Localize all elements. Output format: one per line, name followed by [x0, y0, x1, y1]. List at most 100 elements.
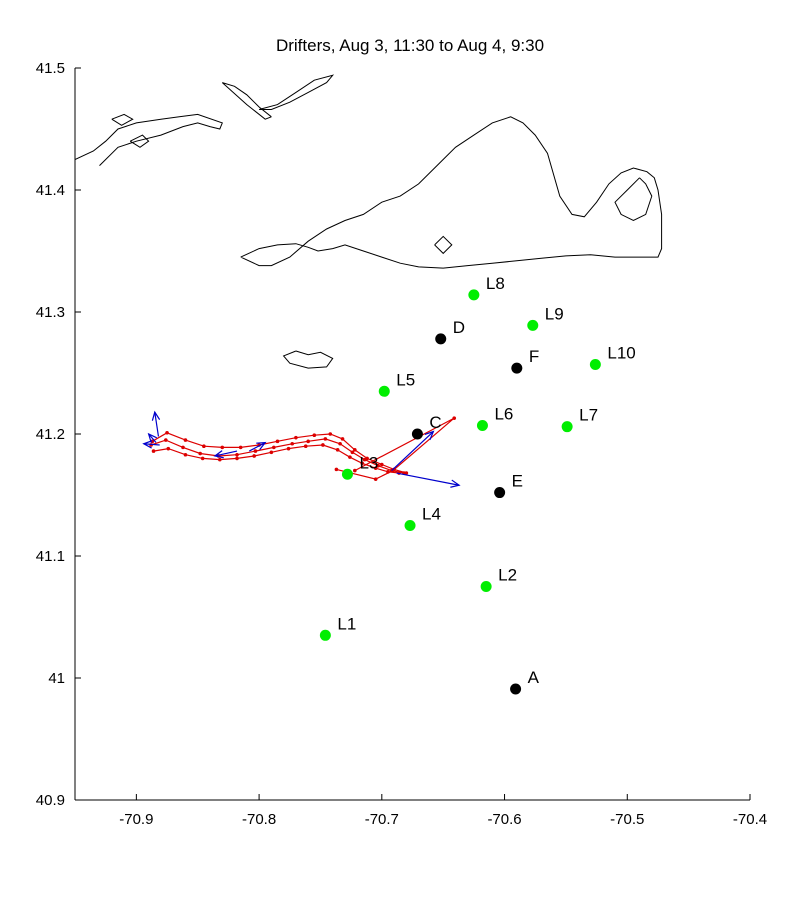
drifter-track-point — [294, 435, 298, 440]
drifter-track-point — [323, 437, 328, 441]
drifter-track-point — [353, 448, 357, 452]
x-tick-label: -70.7 — [365, 811, 399, 828]
drifter-track-point — [340, 437, 345, 441]
velocity-arrow — [154, 411, 160, 437]
station-marker — [510, 683, 522, 695]
drifter-track-point — [269, 450, 274, 455]
station-label: L7 — [579, 406, 598, 425]
drifter-track-point — [290, 441, 295, 446]
station-marker — [378, 385, 390, 397]
station-label: A — [528, 668, 540, 687]
velocity-arrow — [248, 442, 266, 452]
drifter-track-point — [166, 446, 171, 451]
x-tick-label: -70.8 — [242, 811, 276, 828]
x-tick-label: -70.5 — [610, 811, 644, 828]
y-tick-label: 41 — [48, 670, 65, 687]
coastline-segment — [221, 82, 272, 120]
drifter-track-point — [328, 432, 333, 436]
station-label: L10 — [607, 343, 635, 362]
y-tick-label: 40.9 — [36, 792, 65, 809]
station-label: L2 — [498, 566, 517, 585]
station-layer: L1 L2 L3 L4 L5 L6 L7 L8 L9 L10 A C D E F — [319, 274, 636, 695]
velocity-arrow — [148, 433, 157, 443]
station-label: L8 — [486, 274, 505, 293]
coastline-segment — [614, 177, 653, 222]
drifter-track-point — [200, 456, 205, 461]
station-label: L6 — [494, 404, 513, 423]
coastline-segment — [129, 134, 150, 148]
velocity-arrow-head — [213, 450, 224, 459]
station-marker — [589, 358, 601, 370]
coastline-segment — [282, 350, 334, 369]
velocity-arrow-head — [147, 432, 158, 443]
station-marker — [411, 428, 423, 440]
y-tick-label: 41.2 — [36, 426, 65, 443]
drifter-track-point — [165, 430, 169, 435]
drifter-track-point — [218, 457, 222, 462]
drifter-track-point — [362, 457, 367, 462]
drifter-track-point — [275, 439, 280, 444]
drifter-track-point — [350, 450, 355, 455]
x-tick-label: -70.4 — [733, 811, 767, 828]
station-label: L4 — [422, 505, 441, 524]
y-tick-label: 41.3 — [36, 304, 65, 321]
station-marker — [468, 289, 480, 301]
drifter-track-point — [360, 461, 364, 466]
drifter-track-point — [353, 468, 357, 473]
drifter-track-point — [252, 454, 256, 458]
coastline-segment — [240, 116, 663, 269]
station-marker — [476, 419, 488, 431]
velocity-arrow-head — [151, 410, 161, 421]
y-tick-label: 41.1 — [36, 548, 65, 565]
drifter-track-point — [272, 445, 276, 450]
drifter-track-point — [306, 439, 310, 444]
station-marker — [435, 333, 447, 345]
y-tick-label: 41.5 — [36, 60, 65, 77]
drifter-track-point — [312, 433, 317, 438]
drifter-track-point — [376, 463, 380, 468]
x-tick-label: -70.6 — [487, 811, 521, 828]
drifter-track-point — [338, 441, 342, 446]
station-label: L3 — [359, 453, 378, 472]
velocity-arrow-head — [256, 441, 267, 451]
station-label: L5 — [396, 370, 415, 389]
drifter-track-point — [373, 477, 378, 481]
drifter-track-point — [303, 444, 308, 449]
coastline-layer — [75, 74, 663, 369]
axis-layer: 40.9 41 41.1 41.2 41.3 41.4 41.5 -70.9 -70.8 -70.… — [36, 60, 767, 828]
station-label: L1 — [337, 614, 356, 633]
station-marker — [511, 362, 523, 374]
station-label: D — [453, 318, 465, 337]
station-label: E — [512, 472, 523, 491]
velocity-arrow — [214, 450, 238, 457]
coastline-segment — [75, 113, 223, 166]
station-marker — [480, 581, 492, 592]
x-tick-label: -70.9 — [119, 811, 153, 828]
velocity-arrow-head — [142, 440, 153, 449]
drifter-track-point — [321, 443, 325, 447]
coastline-segment — [258, 74, 335, 110]
velocity-arrow — [396, 472, 460, 486]
station-label: F — [529, 347, 539, 366]
drifter-track-point — [181, 445, 185, 450]
drifter-track-point — [348, 455, 352, 459]
drifter-track-point — [380, 462, 384, 467]
drifter-track-point — [235, 456, 239, 461]
drifter-track-point — [202, 444, 206, 449]
velocity-arrow-layer — [142, 410, 461, 488]
coastline-segment — [434, 235, 453, 255]
drifter-track-point — [373, 466, 378, 470]
drifter-track-point — [183, 452, 188, 457]
drifter-track-point — [238, 445, 243, 450]
drifter-track-point — [286, 446, 291, 451]
y-tick-label: 41.4 — [36, 182, 65, 199]
drifter-track-point — [164, 438, 168, 442]
drifter-track-point — [183, 438, 188, 442]
velocity-arrow — [391, 431, 434, 472]
drifter-track-point — [452, 416, 457, 420]
coastline-segment — [111, 113, 134, 126]
station-label: L9 — [545, 304, 564, 323]
drifter-track-point — [151, 449, 156, 453]
